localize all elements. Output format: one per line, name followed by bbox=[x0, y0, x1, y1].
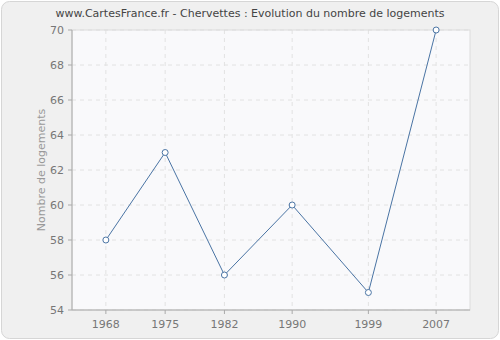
tick bbox=[68, 65, 72, 66]
tick-label: 1975 bbox=[151, 318, 179, 331]
marker bbox=[365, 290, 371, 296]
grid-line bbox=[72, 275, 470, 276]
tick bbox=[368, 310, 369, 314]
tick bbox=[165, 310, 166, 314]
tick bbox=[224, 310, 225, 314]
line bbox=[106, 30, 436, 293]
tick-label: 1968 bbox=[92, 318, 120, 331]
grid-line bbox=[72, 170, 470, 171]
tick bbox=[68, 100, 72, 101]
grid-line bbox=[436, 30, 437, 310]
grid-line bbox=[72, 135, 470, 136]
tick-label: 54 bbox=[50, 304, 64, 317]
tick-label: 2007 bbox=[422, 318, 450, 331]
grid-line bbox=[292, 30, 293, 310]
tick bbox=[105, 310, 106, 314]
grid-line bbox=[72, 65, 470, 66]
y-label: Nombre de logements bbox=[35, 108, 48, 231]
tick bbox=[68, 275, 72, 276]
tick-label: 1982 bbox=[210, 318, 238, 331]
tick bbox=[68, 310, 72, 311]
grid-line bbox=[72, 205, 470, 206]
grid-line bbox=[224, 30, 225, 310]
grid-line bbox=[105, 30, 106, 310]
marker bbox=[433, 27, 439, 33]
grid-line bbox=[165, 30, 166, 310]
grid-line bbox=[72, 240, 470, 241]
tick-label: 62 bbox=[50, 164, 64, 177]
tick bbox=[292, 310, 293, 314]
tick-label: 56 bbox=[50, 269, 64, 282]
chart: 54 56 58 60 62 64 66 68 70 1968 1975 1982 1990 1999 20… bbox=[0, 0, 500, 340]
tick-label: 68 bbox=[50, 59, 64, 72]
grid-line bbox=[72, 310, 470, 311]
tick bbox=[68, 30, 72, 31]
background bbox=[2, 2, 499, 339]
plot-area bbox=[72, 30, 470, 310]
tick-label: 58 bbox=[50, 234, 64, 247]
tick-label: 1999 bbox=[354, 318, 382, 331]
marker bbox=[162, 150, 168, 156]
tick-label: 64 bbox=[50, 129, 64, 142]
marker bbox=[289, 202, 295, 208]
marker bbox=[221, 272, 227, 278]
marker bbox=[103, 237, 109, 243]
tick-label: 70 bbox=[50, 24, 64, 37]
tick bbox=[436, 310, 437, 314]
tick-label: 1990 bbox=[278, 318, 306, 331]
tick bbox=[68, 135, 72, 136]
grid-line bbox=[72, 100, 470, 101]
x-axis bbox=[72, 310, 470, 311]
tick bbox=[68, 170, 72, 171]
tick bbox=[68, 240, 72, 241]
grid-line bbox=[368, 30, 369, 310]
plot-frame bbox=[72, 30, 470, 310]
series bbox=[103, 27, 439, 296]
title: www.CartesFrance.fr - Chervettes : Evolu… bbox=[55, 7, 444, 20]
tick bbox=[68, 205, 72, 206]
tick-label: 66 bbox=[50, 94, 64, 107]
tick-label: 60 bbox=[50, 199, 64, 212]
